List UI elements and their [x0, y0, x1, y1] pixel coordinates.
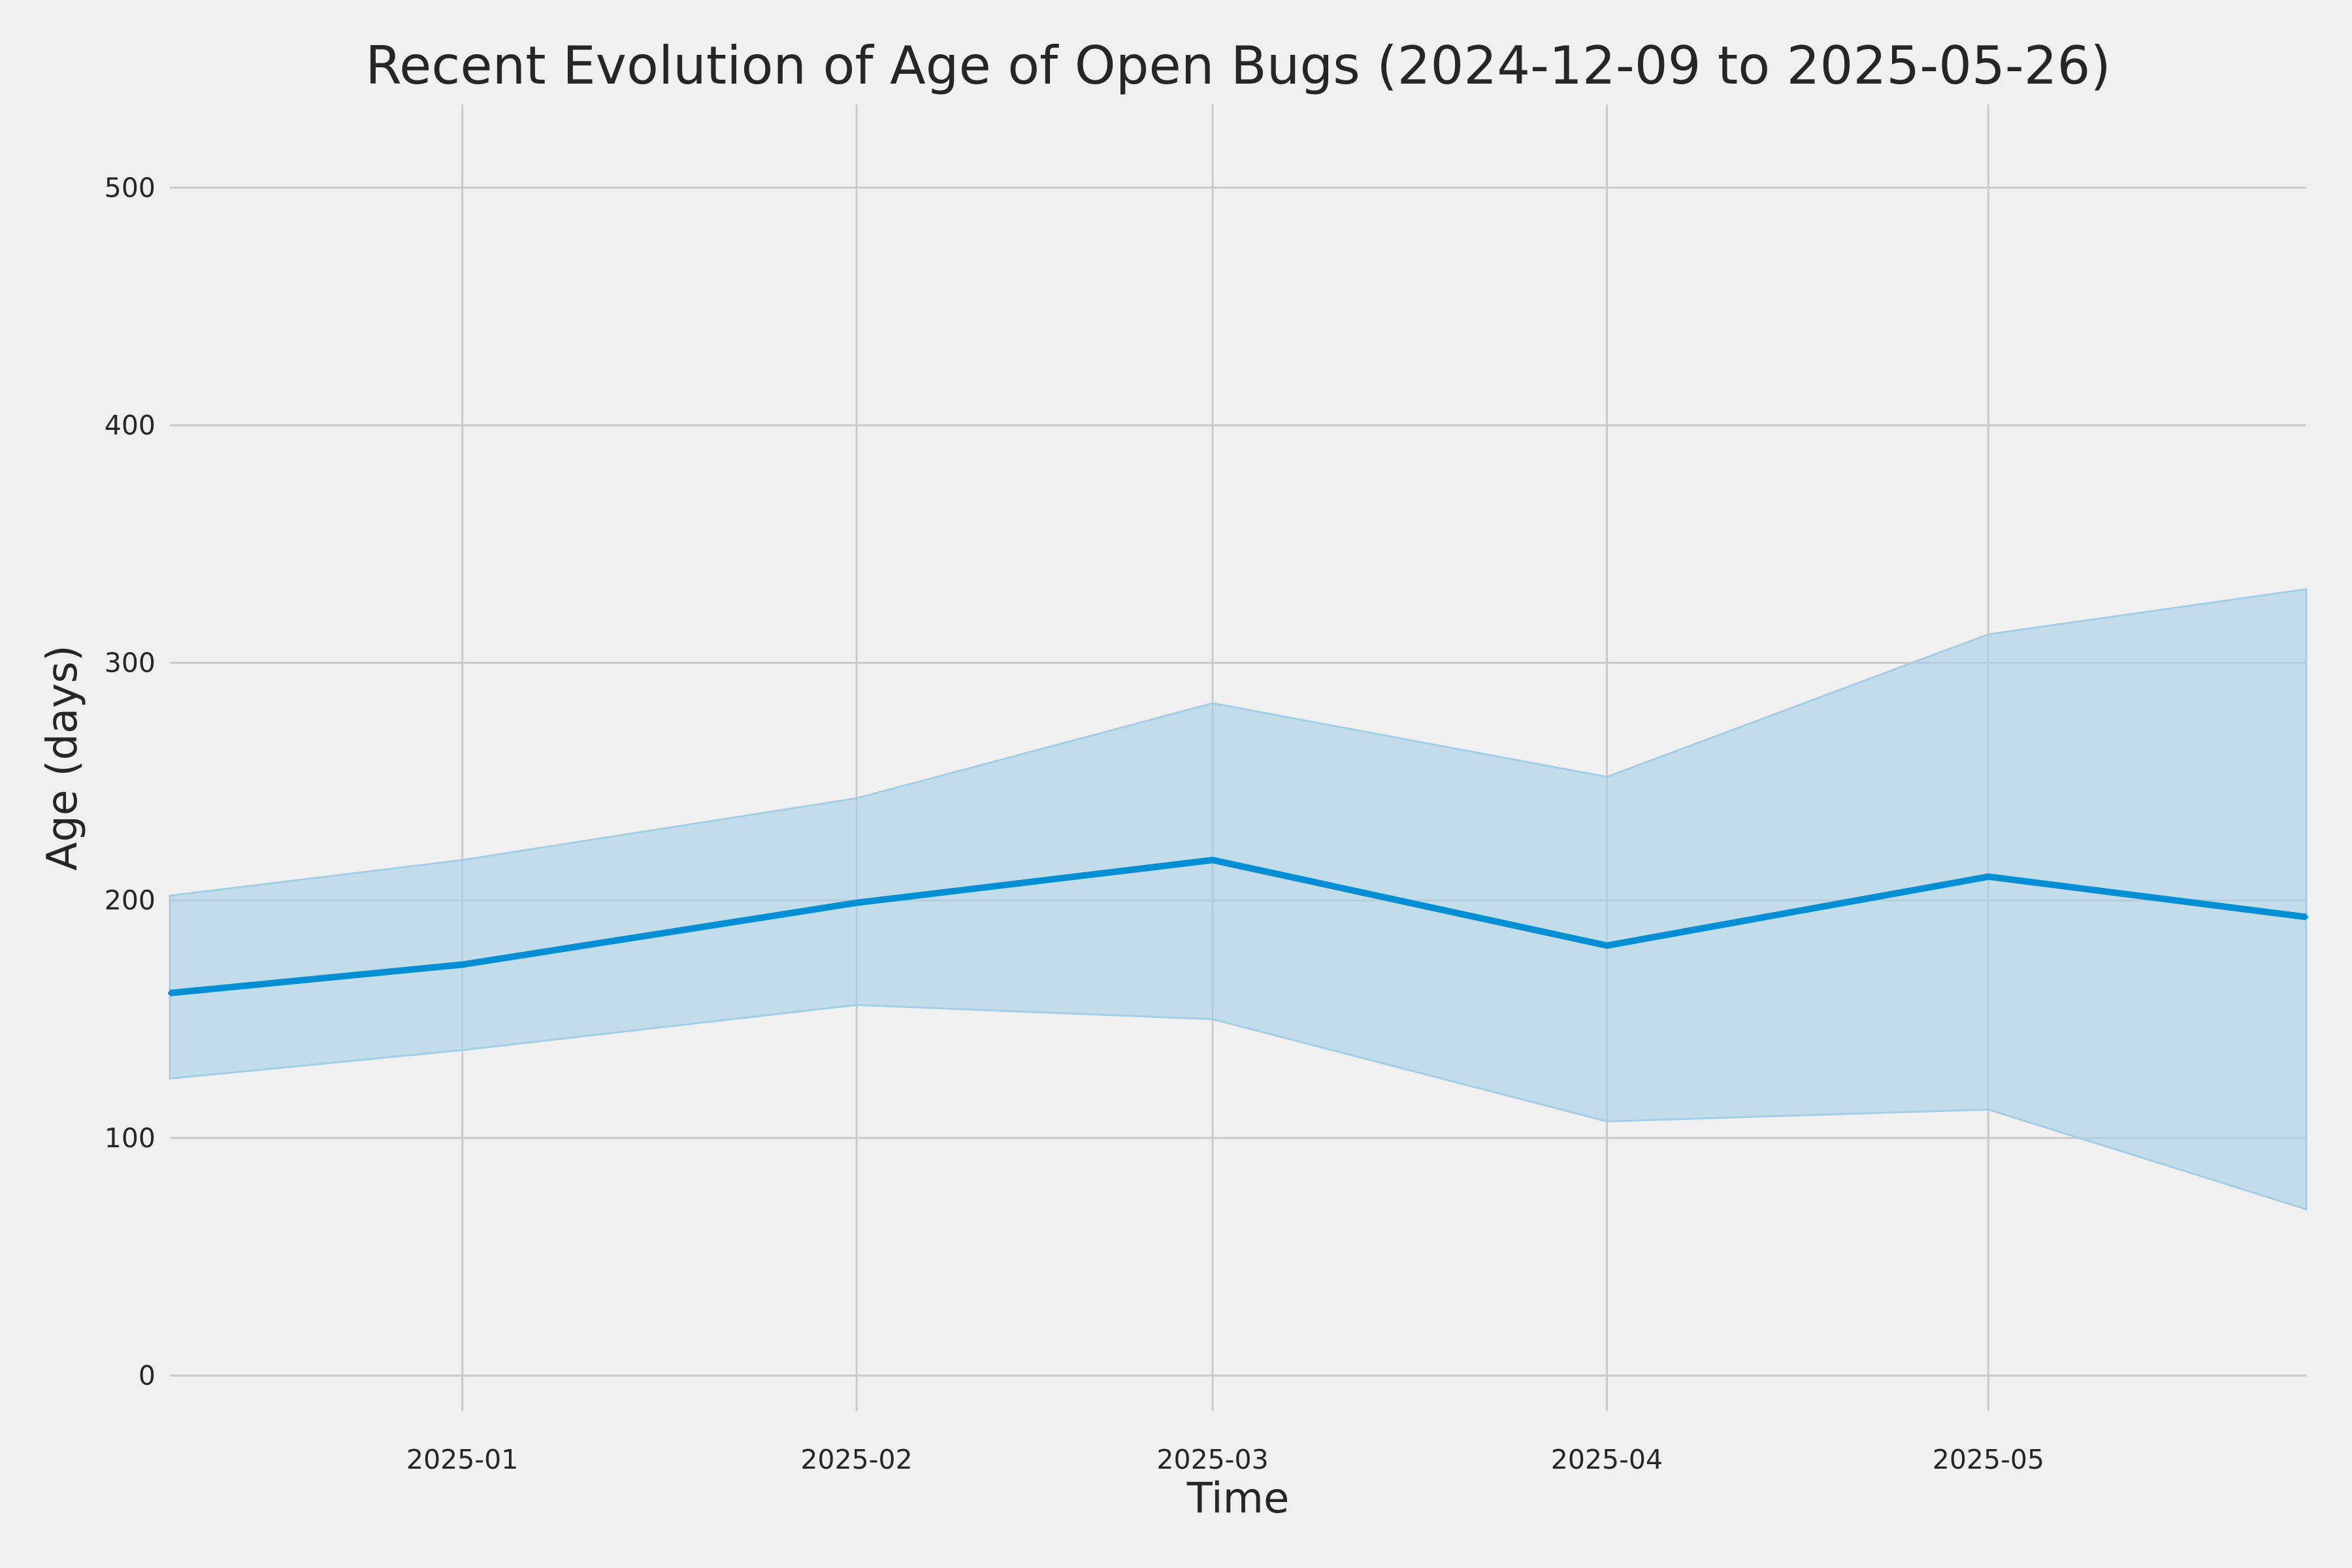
x-tick-label: 2025-05	[1933, 1444, 2044, 1475]
y-axis-label: Age (days)	[39, 645, 87, 870]
y-tick-label: 100	[105, 1122, 155, 1154]
tick-layer: 0 100 200 300 400 500 2025-01 2025-02 2025-03 202…	[105, 172, 2044, 1475]
x-tick-label: 2025-02	[800, 1444, 912, 1475]
x-tick-label: 2025-01	[406, 1444, 518, 1475]
x-tick-label: 2025-04	[1551, 1444, 1663, 1475]
confidence-band	[169, 588, 2308, 1211]
data-point	[1605, 943, 1609, 948]
line-layer	[168, 857, 2308, 996]
y-tick-label: 0	[139, 1360, 155, 1391]
y-tick-label: 500	[105, 172, 155, 203]
y-tick-label: 200	[105, 885, 155, 916]
y-tick-label: 300	[105, 647, 155, 679]
data-point	[1986, 874, 1991, 879]
y-tick-label: 400	[105, 410, 155, 441]
chart-title: Recent Evolution of Age of Open Bugs (20…	[365, 35, 2111, 96]
data-point	[855, 900, 859, 905]
x-tick-label: 2025-03	[1156, 1444, 1268, 1475]
band-layer	[169, 588, 2308, 1211]
data-point	[2304, 915, 2308, 919]
x-axis-label: Time	[1186, 1475, 1290, 1523]
data-point	[168, 991, 172, 995]
data-point	[1211, 858, 1215, 862]
data-point	[460, 962, 465, 967]
